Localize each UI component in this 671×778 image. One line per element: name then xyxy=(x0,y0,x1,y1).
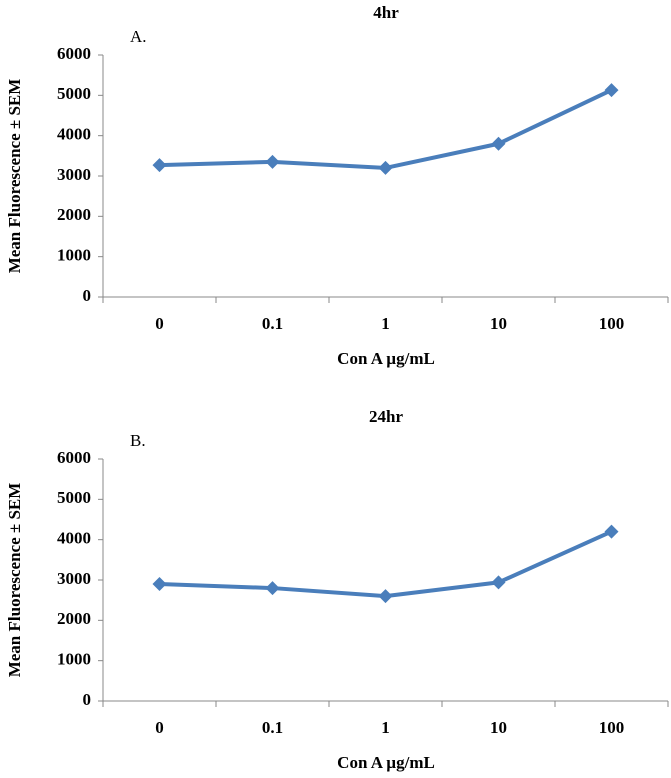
y-tick-label: 2000 xyxy=(57,609,91,628)
y-tick-label: 3000 xyxy=(57,569,91,588)
x-tick-label: 0.1 xyxy=(262,718,283,737)
y-tick-label: 6000 xyxy=(57,44,91,63)
y-tick-label: 4000 xyxy=(57,125,91,144)
y-tick-label: 0 xyxy=(83,286,92,305)
y-tick-label: 6000 xyxy=(57,448,91,467)
line xyxy=(159,529,613,599)
x-tick-label: 0 xyxy=(155,718,164,737)
x-axis-label: Con A µg/mL xyxy=(337,349,435,368)
x-tick-label: 10 xyxy=(490,718,507,737)
y-tick-label: 3000 xyxy=(57,165,91,184)
chart-title: 24hr xyxy=(369,407,403,426)
x-tick-label: 100 xyxy=(599,314,625,333)
panel-label: A. xyxy=(130,27,147,46)
y-axis-label: Mean Fluorescence ± SEM xyxy=(5,483,24,678)
y-tick-label: 2000 xyxy=(57,205,91,224)
marker xyxy=(604,83,619,98)
y-tick-label: 5000 xyxy=(57,488,91,507)
x-tick-label: 0.1 xyxy=(262,314,283,333)
x-tick-label: 10 xyxy=(490,314,507,333)
y-tick-label: 4000 xyxy=(57,529,91,548)
marker xyxy=(265,154,280,169)
x-tick-label: 1 xyxy=(381,718,390,737)
y-tick-label: 5000 xyxy=(57,84,91,103)
chart-title: 4hr xyxy=(373,3,399,22)
x-axis-label: Con A µg/mL xyxy=(337,753,435,772)
panel-label: B. xyxy=(130,431,146,450)
y-tick-label: 0 xyxy=(83,690,92,709)
x-tick-label: 0 xyxy=(155,314,164,333)
line xyxy=(159,88,613,170)
marker xyxy=(378,589,393,604)
marker xyxy=(604,524,619,539)
marker xyxy=(491,136,506,151)
marker xyxy=(265,581,280,596)
y-tick-label: 1000 xyxy=(57,650,91,669)
x-tick-label: 1 xyxy=(381,314,390,333)
y-axis-label: Mean Fluorescence ± SEM xyxy=(5,79,24,274)
marker xyxy=(152,158,167,173)
y-tick-label: 1000 xyxy=(57,246,91,265)
marker xyxy=(152,577,167,592)
marker xyxy=(378,160,393,175)
x-tick-label: 100 xyxy=(599,718,625,737)
marker xyxy=(491,575,506,590)
